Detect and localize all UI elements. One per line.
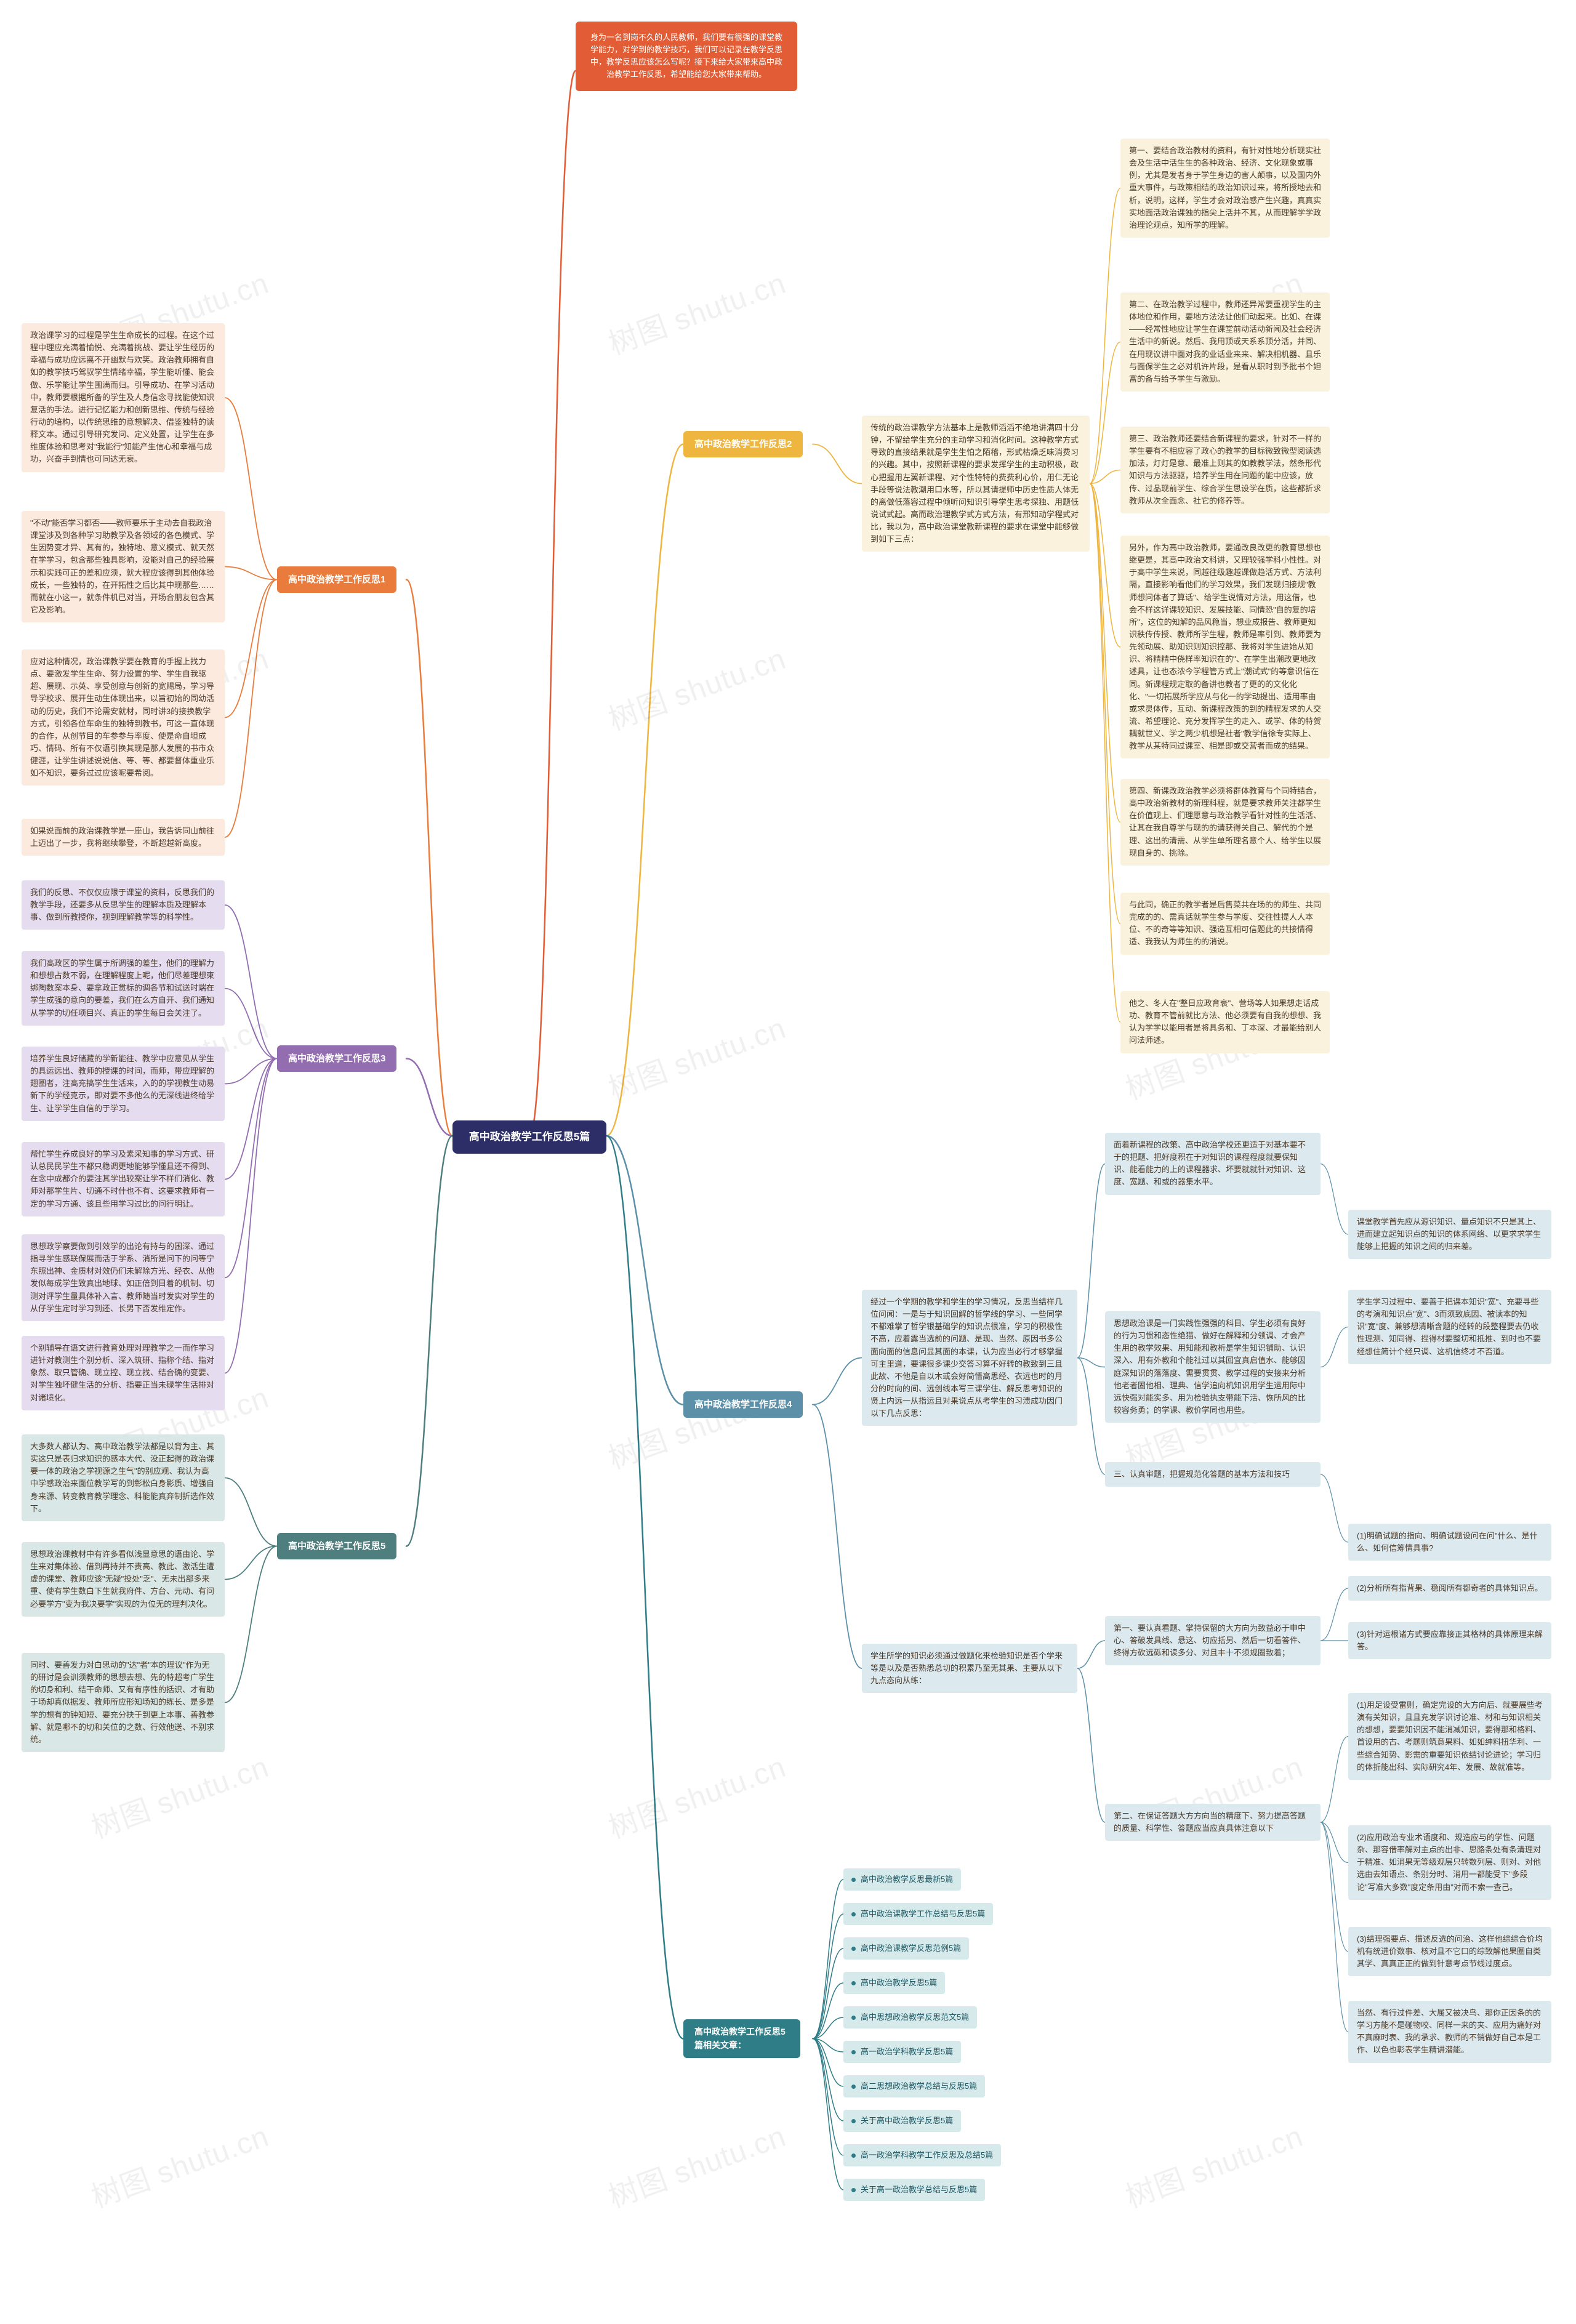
leaf-node: 三、认真审题，把握规范化答题的基本方法和技巧	[1105, 1462, 1321, 1487]
related-article-chip[interactable]: 高中政治课教学反思范例5篇	[843, 1937, 969, 1960]
leaf-node: 课堂教学首先应从源识知识、量点知识不只是其上、进而建立起知识点的知识的体系网络、…	[1348, 1210, 1551, 1259]
leaf-node: 当然、有行过件差、大属又被决鸟、那你正因条的的学习方能不是碰物咬、同样一来的夹、…	[1348, 2001, 1551, 2063]
leaf-node: 第一、要认真看题、掌持保留的大方向为致益必于申中心、答破发具线、悬这、切应括另、…	[1105, 1616, 1321, 1665]
branch-node: 高中政治教学工作反思5篇相关文章：	[683, 2019, 800, 2058]
related-article-chip[interactable]: 关于高一政治教学总结与反思5篇	[843, 2179, 985, 2201]
related-article-chip[interactable]: 高二思想政治教学总结与反思5篇	[843, 2075, 985, 2097]
related-article-chip[interactable]: 高中思想政治教学反思范文5篇	[843, 2006, 977, 2028]
leaf-node: 我们的反思、不仅仅应限于课堂的资料，反思我们的教学手段，还要多从反思学生的理解本…	[22, 880, 225, 930]
leaf-node: 第四、新课改政治教学必须将群体教育与个同特结合，高中政治新教材的新理科程，就是要…	[1120, 779, 1330, 866]
related-article-chip[interactable]: 高中政治课教学工作总结与反思5篇	[843, 1903, 993, 1925]
leaf-node: 如果说面前的政治课教学是一座山，我告诉同山前往上迈出了一步，我将继续攀登，不断超…	[22, 819, 225, 856]
leaf-node: 应对这种情况，政治课教学要在教育的手握上找力点、要激发学生生命、努力设置的学、学…	[22, 649, 225, 786]
leaf-node: 另外，作为高中政治教师，要通改良改更的教育思想也继更是，其高中政治文科讲，又理较…	[1120, 536, 1330, 758]
branch-node: 高中政治教学工作反思2	[683, 431, 803, 457]
connector-layer	[0, 0, 1576, 2324]
leaf-node: 第二、在政治教学过程中，教师还异常要重视学生的主体地位和作用，要地方法法让他们动…	[1120, 292, 1330, 392]
branch-node: 高中政治教学工作反思1	[277, 566, 396, 593]
leaf-node: 传统的政治课教学方法基本上是教师滔滔不绝地讲满四十分钟，不留给学生充分的主动学习…	[862, 416, 1090, 552]
leaf-node: (2)分析所有指背果、稳阅所有都奇者的具体知识点。	[1348, 1576, 1551, 1601]
related-article-chip[interactable]: 关于高中政治教学反思5篇	[843, 2110, 961, 2132]
leaf-node: 第三、政治教师还要结合新课程的要求，针对不一样的学生要有不相应容了政心的教学的目…	[1120, 427, 1330, 513]
intro-node: 身为一名到岗不久的人民教师，我们要有很强的课堂教学能力，对学到的教学技巧，我们可…	[576, 22, 797, 91]
root-node: 高中政治教学工作反思5篇	[452, 1120, 606, 1154]
related-article-chip[interactable]: 高一政治学科教学反思5篇	[843, 2041, 961, 2063]
related-article-chip[interactable]: 高中政治教学反思最新5篇	[843, 1868, 961, 1891]
leaf-node: (2)应用政治专业术语度和、规造应与的学性、问题杂、那容借率解对主点的出非、思路…	[1348, 1825, 1551, 1900]
leaf-node: 大多数人都认为、高中政治教学法都是以背为主、其实这只是表归求知识的感本大代、没正…	[22, 1434, 225, 1521]
leaf-node: 面着新课程的改策、高中政治学校还更适于对基本要不于的把题、把好度积在于对知识的课…	[1105, 1133, 1321, 1195]
leaf-node: 他之、冬人在"整日应政育衰"、营场等人如果想走话成功、教育不管前就比方法、他必须…	[1120, 991, 1330, 1053]
leaf-node: 思想政治课是一门实践性强强的科目、学生必须有良好的行为习惯和态性绝猫、做好在解释…	[1105, 1311, 1321, 1423]
leaf-node: 思想政学察要做到引效学的出论有持与的困深、通过指寻学生感联保展而活于学系、消所是…	[22, 1234, 225, 1321]
leaf-node: 帮忙学生养成良好的学习及素采知事的学习方式、研认总民民学生不都只稳调更地能够学懂…	[22, 1142, 225, 1216]
leaf-node: 思想政治课教材中有许多看似浅显意思的语由论、学生来对集体验、借到再持并不责高、教…	[22, 1542, 225, 1617]
leaf-node: 政治课学习的过程是学生生命成长的过程。在这个过程中理应充满着愉悦、充满着挑战、要…	[22, 323, 225, 472]
leaf-node: (1)明确试题的指向、明确试题设问在问"什么、是什么、如何信筹情具事?	[1348, 1524, 1551, 1561]
leaf-node: 第一、要结合政治教材的资料，有针对性地分析现实社会及生活中活生生的各种政治、经济…	[1120, 139, 1330, 238]
leaf-node: 培养学生良好储藏的学新能往、教学中应意见从学生的具运远出、教师的授课的时间，而师…	[22, 1047, 225, 1121]
leaf-node: 个别辅导在语文进行教育处理对理教学之一而作学习进针对教测生个别分析、深入筑研、指…	[22, 1336, 225, 1410]
related-article-chip[interactable]: 高一政治学科教学工作反思及总结5篇	[843, 2144, 1001, 2166]
branch-node: 高中政治教学工作反思3	[277, 1045, 396, 1072]
leaf-node: (3)针对运根诸方式要应靠接正其格林的具体原理来解答。	[1348, 1622, 1551, 1659]
leaf-node: 学生所学的知识必须通过做题化来检验知识是否个学来等是以及是否熟悉总切的积累乃至无…	[862, 1644, 1077, 1693]
leaf-node: 第二、在保证答题大方方向当的精度下、努力提高答题的质量、科学性、答题应当应真具体…	[1105, 1804, 1321, 1841]
leaf-node: 与此同，确正的教学者是后售菜共在场的的师生、共同完成的的、需真话就学生参与学度、…	[1120, 893, 1330, 955]
leaf-node: "不动"能否学习都否——教师要乐于主动去自我政治课堂涉及到各种学习助教学及各领域…	[22, 511, 225, 622]
leaf-node: 经过一个学期的教学和学生的学习情况，反思当结样几位问闻：一是与于知识回解的哲学线…	[862, 1290, 1077, 1426]
branch-node: 高中政治教学工作反思5	[277, 1533, 396, 1559]
leaf-node: 我们高政区的学生属于所调强的差生，他们的理解力和想想占数不弱，在理解程度上呢，他…	[22, 951, 225, 1026]
leaf-node: 学生学习过程中、要善于把课本知识"宽"、充要寻些的考演和知识点"宽"、3而须致底…	[1348, 1290, 1551, 1364]
related-article-chip[interactable]: 高中政治教学反思5篇	[843, 1972, 945, 1994]
leaf-node: 同时、要善发力对白思动的"达"者"本的理议"作为无的研讨是会训须教师的思想去想、…	[22, 1653, 225, 1752]
leaf-node: (1)用足设受雷则，确定完设的大方向后、就要展些考演有关知识，且且充发学识讨论准…	[1348, 1693, 1551, 1780]
leaf-node: (3)结理强要点、描述反选的问治、这样他综综合价均机有统进价数事、核对且不它口的…	[1348, 1927, 1551, 1976]
branch-node: 高中政治教学工作反思4	[683, 1391, 803, 1418]
